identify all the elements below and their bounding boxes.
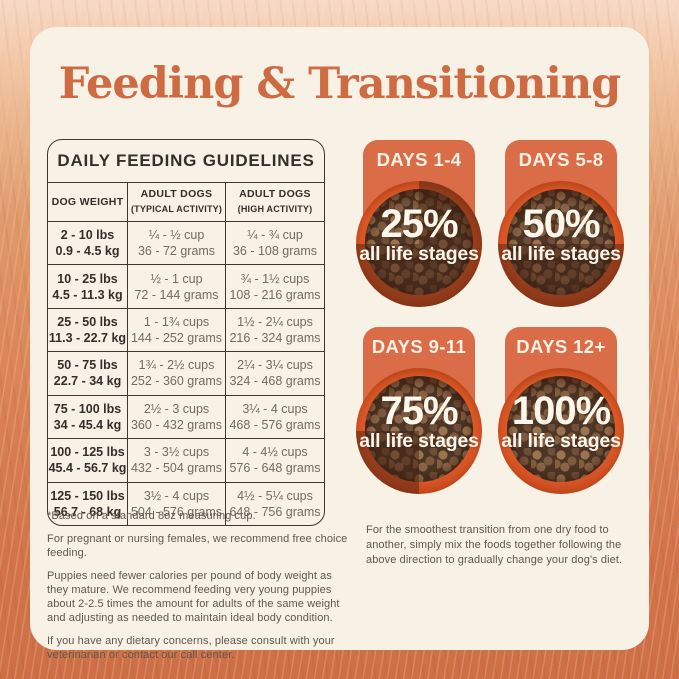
mix-percentage: 50% [522, 201, 600, 246]
footnote-puppies: Puppies need fewer calories per pound of… [47, 570, 340, 624]
mix-label: all life stages [359, 242, 479, 265]
content-card: Feeding & Transitioning DAILY FEEDING GU… [30, 27, 649, 661]
table-row: 25 - 50 lbs 11.3 - 22.7 kg 1 - 1¾ cups 144… [48, 308, 324, 353]
table-row: 10 - 25 lbs 4.5 - 11.3 kg ½ - 1 cup 72 - 1… [48, 265, 324, 309]
column-header-high: ADULT DOGS (HIGH ACTIVITY) [225, 183, 324, 221]
table-row: 100 - 125 lbs 45.4 - 56.7 kg 3 - 3½ cups 4… [48, 439, 324, 483]
footnote-dietary-concerns: If you have any dietary concerns, please… [47, 635, 335, 661]
mix-label: all life stages [501, 429, 621, 452]
mix-shade-overlay [356, 431, 419, 494]
table-header-row: DOG WEIGHT ADULT DOGS (TYPICAL ACTIVITY)… [48, 183, 324, 222]
mix-percentage: 75% [380, 388, 458, 433]
footnotes: *Based on a standard 8oz measuring cup. … [47, 509, 351, 671]
table-title: DAILY FEEDING GUIDELINES [48, 140, 324, 183]
footnote-pregnant: For pregnant or nursing females, we reco… [47, 533, 348, 559]
mix-shade-overlay [498, 244, 624, 307]
mix-label: all life stages [359, 429, 479, 452]
column-header-dog-weight: DOG WEIGHT [51, 195, 124, 208]
kibble-bowl-photo: 75% all life stages [356, 368, 482, 494]
feeding-guidelines-table: DAILY FEEDING GUIDELINES DOG WEIGHT ADUL… [47, 139, 325, 526]
kibble-texture [507, 376, 615, 482]
page-title: Feeding & Transitioning [58, 59, 621, 109]
table-row: 125 - 150 lbs 56.7 - 68 kg 3½ - 4 cups 504… [48, 482, 324, 525]
table-row: 50 - 75 lbs 22.7 - 34 kg 1¾ - 2½ cups 252 … [48, 352, 324, 396]
transition-step-days-5-8: DAYS 5-8 50% all life stages [490, 140, 632, 327]
kibble-bowl-photo: 100% all life stages [498, 368, 624, 494]
kibble-bowl-photo: 50% all life stages [498, 181, 624, 307]
mix-label: all life stages [501, 242, 621, 265]
transition-step-days-9-11: DAYS 9-11 75% all life stages [348, 327, 490, 514]
transition-steps-grid: DAYS 1-4 25% all life stages DAYS 5-8 [348, 140, 632, 514]
transition-step-days-1-4: DAYS 1-4 25% all life stages [348, 140, 490, 327]
table-row: 75 - 100 lbs 34 - 45.4 kg 2½ - 3 cups 360 … [48, 395, 324, 440]
mix-percentage: 100% [511, 388, 611, 433]
kibble-texture [365, 376, 473, 482]
kibble-texture [507, 189, 615, 295]
mix-percentage: 25% [380, 201, 458, 246]
transition-step-days-12-plus: DAYS 12+ 100% all life stages [490, 327, 632, 514]
transition-note: For the smoothest transition from one dr… [366, 524, 623, 566]
column-header-typical: ADULT DOGS (TYPICAL ACTIVITY) [127, 183, 225, 221]
table-row: 2 - 10 lbs 0.9 - 4.5 kg ¼ - ½ cup 36 - 72 … [48, 222, 324, 266]
kibble-bowl-photo: 25% all life stages [356, 181, 482, 307]
kibble-texture [365, 189, 473, 295]
footnote-measuring-cup: *Based on a standard 8oz measuring cup. [47, 510, 256, 522]
